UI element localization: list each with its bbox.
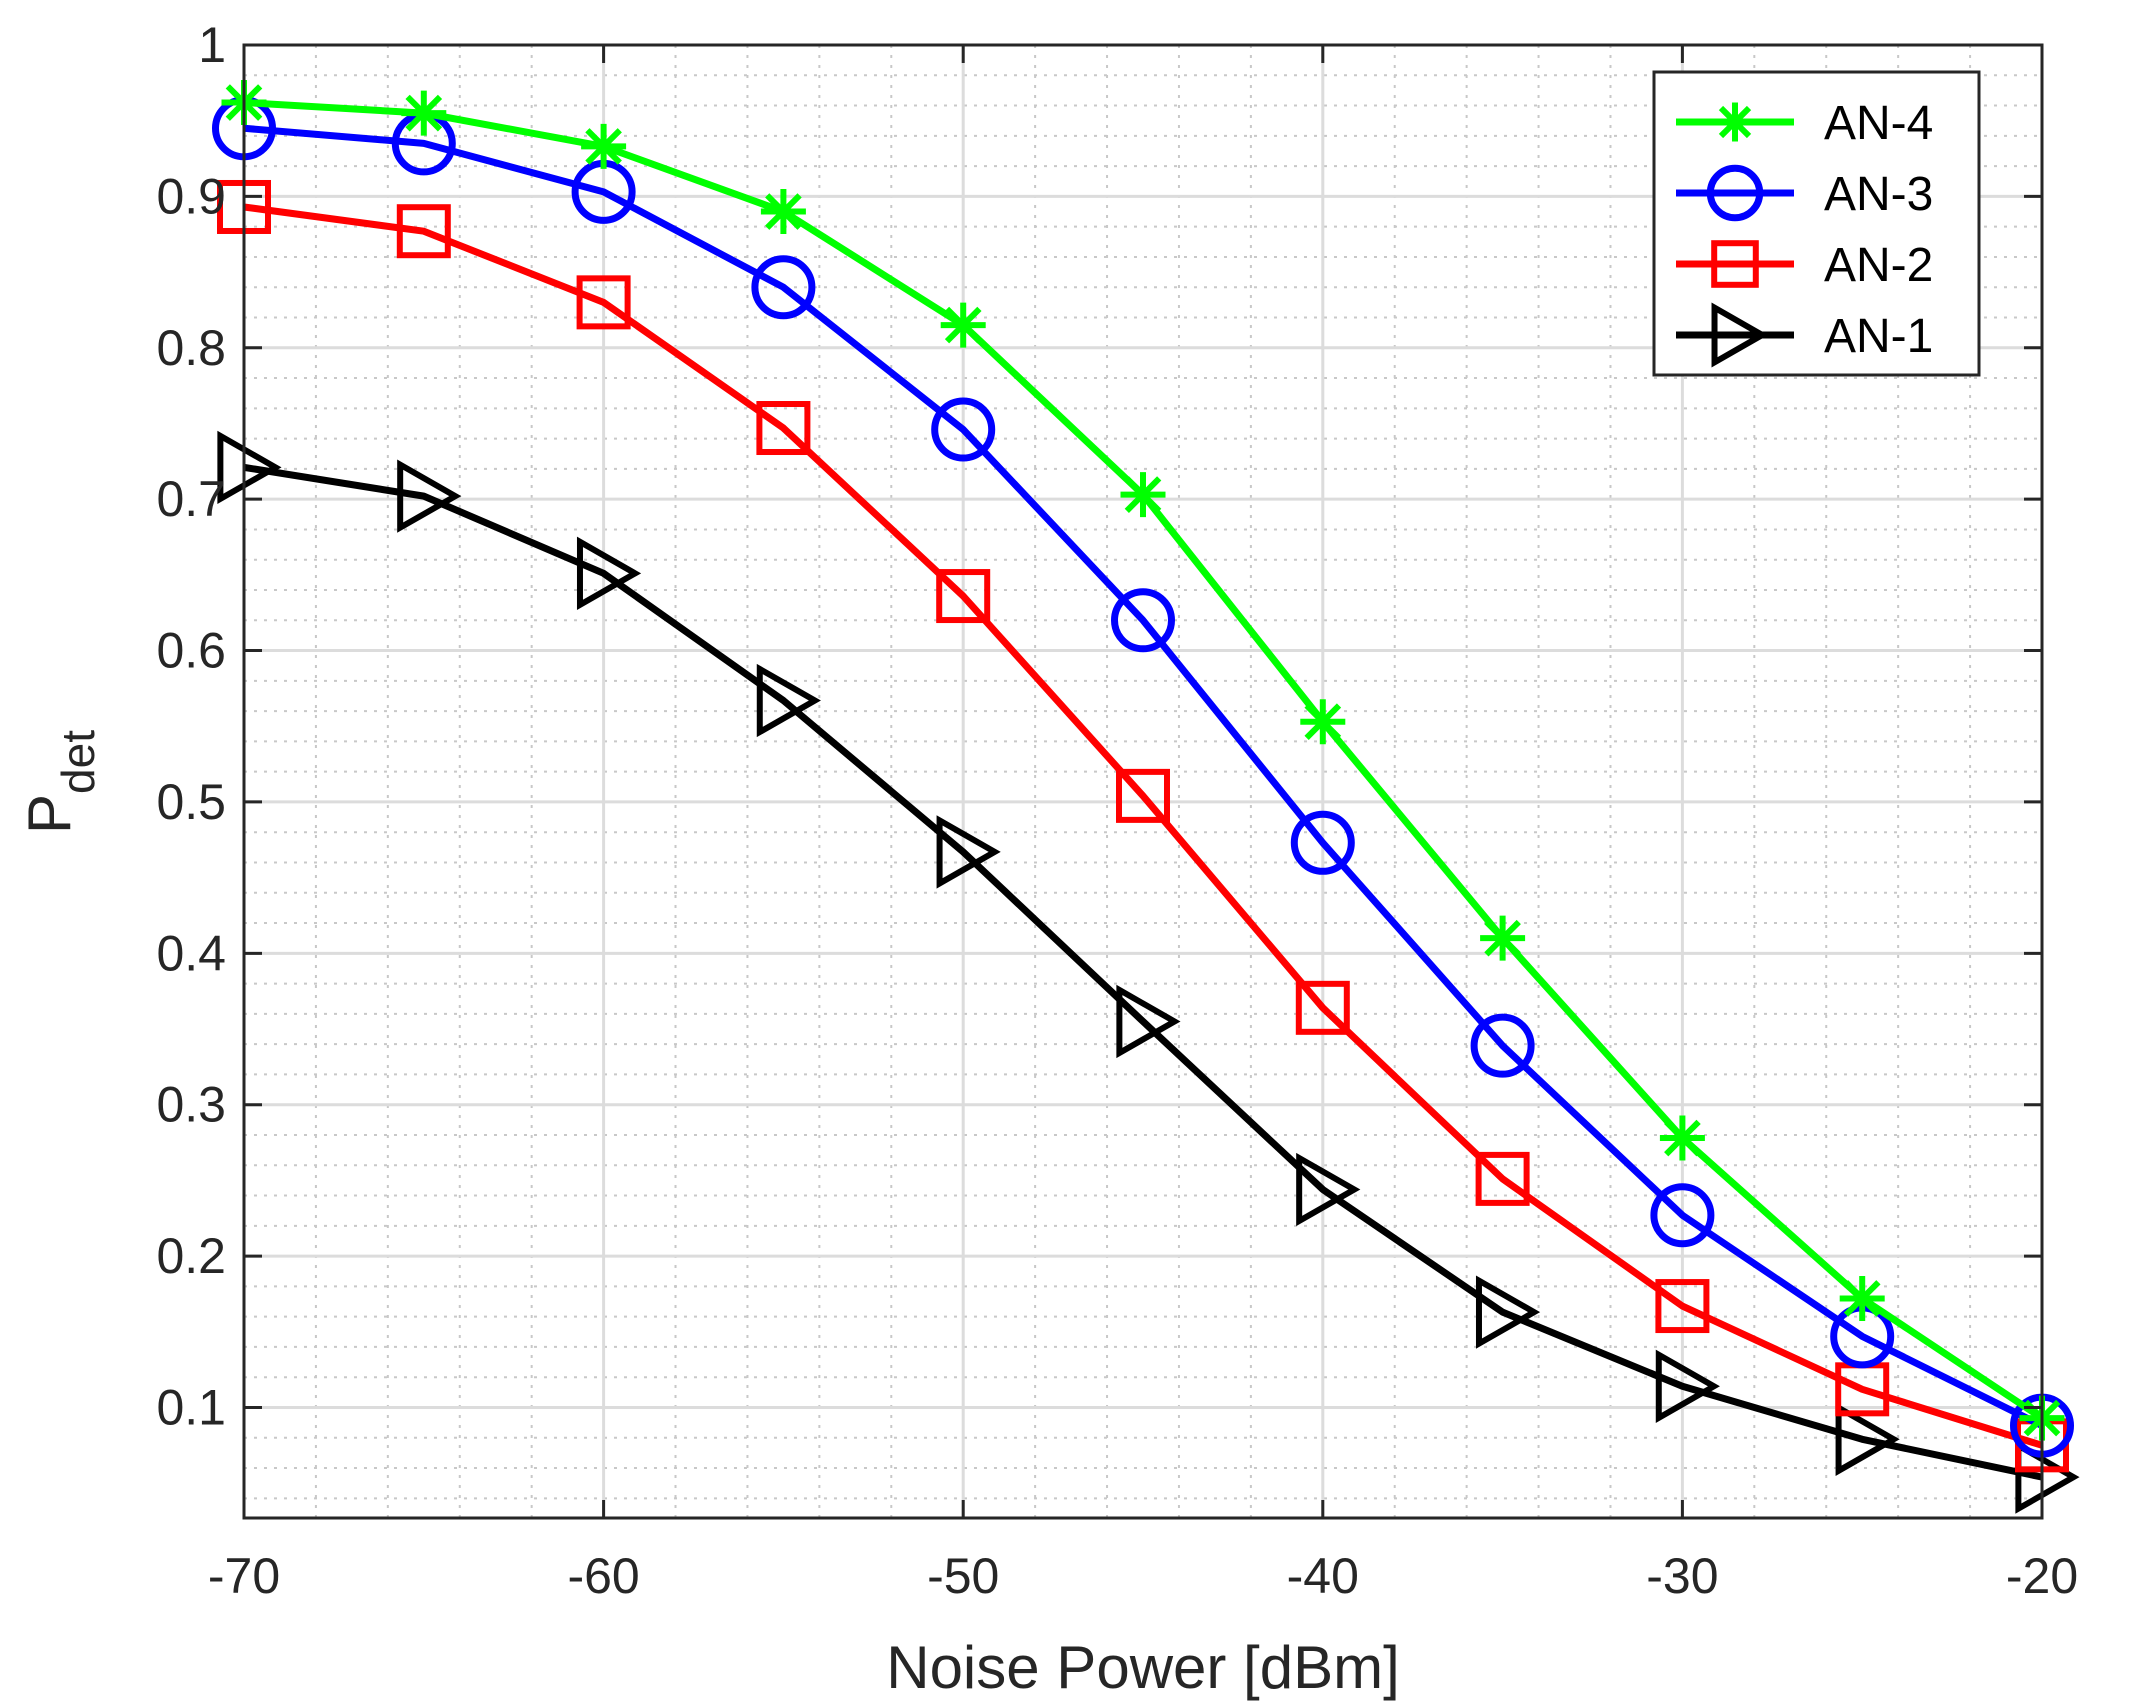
- data-point-circle: [1650, 1183, 1715, 1248]
- legend-label: AN-4: [1824, 97, 1933, 150]
- data-point-square: [1655, 1279, 1710, 1334]
- x-tick-label: -40: [1287, 1548, 1359, 1604]
- y-tick-label: 0.7: [156, 471, 226, 527]
- y-axis-title: Pdet: [16, 730, 104, 834]
- legend-label: AN-3: [1824, 168, 1933, 221]
- y-tick-label: 0.9: [156, 168, 226, 224]
- legend-item-an-4: AN-4: [1676, 97, 1933, 150]
- data-point-triangle: [1655, 1349, 1720, 1423]
- data-point-triangle: [936, 815, 1001, 889]
- data-point-square: [1711, 240, 1759, 288]
- legend-item-an-2: AN-2: [1676, 239, 1933, 292]
- tick-labels: -70 -60 -50 -40 -30 -20 0.1 0.2 0.3 0.4 0.5 0.6 0.7 0…: [156, 17, 2078, 1604]
- data-point-asterisk: [1120, 472, 1166, 518]
- data-point-triangle: [1711, 302, 1769, 368]
- svg-text:Pdet: Pdet: [16, 730, 104, 834]
- y-axis-title-main: P: [16, 794, 83, 834]
- legend-item-an-1: AN-1: [1676, 302, 1933, 368]
- data-point-circle: [1290, 810, 1355, 875]
- y-tick-label: 0.2: [156, 1228, 226, 1284]
- data-point-asterisk: [581, 123, 627, 169]
- data-point-triangle: [397, 459, 462, 533]
- data-point-circle: [751, 255, 816, 320]
- y-axis-title-sub: det: [52, 730, 104, 794]
- data-point-triangle: [2015, 1440, 2080, 1514]
- axes-box: [242, 43, 2044, 1520]
- data-point-triangle: [1296, 1152, 1361, 1227]
- x-axis-title: Noise Power [dBm]: [886, 1634, 1400, 1701]
- x-tick-label: -70: [208, 1548, 280, 1604]
- y-tick-label: 1: [198, 17, 226, 73]
- data-point-triangle: [1475, 1275, 1541, 1349]
- data-point-triangle: [756, 663, 821, 738]
- data-point-square: [936, 569, 991, 624]
- series-layer: [212, 80, 2080, 1514]
- y-tick-label: 0.3: [156, 1077, 226, 1133]
- x-tick-label: -60: [567, 1548, 639, 1604]
- data-point-square: [396, 204, 451, 259]
- y-tick-label: 0.1: [156, 1379, 226, 1435]
- data-point-asterisk: [1480, 915, 1526, 961]
- data-point-circle: [1470, 1013, 1535, 1078]
- data-point-circle: [1111, 588, 1175, 653]
- axes-layer: [242, 43, 2044, 1520]
- x-tick-label: -30: [1646, 1548, 1718, 1604]
- legend-item-an-3: AN-3: [1676, 164, 1933, 222]
- y-tick-label: 0.5: [156, 774, 226, 830]
- data-point-triangle: [1835, 1402, 1900, 1476]
- series-line: [243, 463, 2043, 1481]
- y-tick-label: 0.8: [156, 320, 226, 376]
- y-tick-label: 0.6: [156, 623, 226, 679]
- data-point-triangle: [576, 536, 642, 611]
- series-an-4: [221, 80, 2065, 1441]
- data-point-circle: [931, 397, 996, 462]
- data-point-square: [756, 401, 811, 456]
- data-point-triangle: [1116, 984, 1181, 1059]
- legend-label: AN-1: [1824, 310, 1933, 363]
- data-point-triangle: [217, 430, 282, 505]
- data-point-asterisk: [1839, 1275, 1885, 1321]
- series-line: [243, 203, 2044, 1449]
- data-point-asterisk: [940, 302, 986, 348]
- series-an-1: [217, 430, 2080, 1514]
- data-point-asterisk: [401, 90, 447, 136]
- data-point-square: [1295, 980, 1350, 1035]
- data-point-square: [1475, 1151, 1530, 1206]
- x-tick-label: -20: [2006, 1548, 2078, 1604]
- x-tick-label: -50: [927, 1548, 999, 1604]
- legend: AN-4 AN-3 AN-2 AN-1: [1652, 70, 1981, 377]
- series-line: [243, 124, 2044, 1429]
- data-point-asterisk: [760, 189, 806, 235]
- data-point-square: [1116, 768, 1170, 823]
- y-tick-label: 0.4: [156, 925, 226, 981]
- data-point-circle: [1706, 164, 1764, 222]
- data-point-square: [576, 275, 631, 330]
- data-point-asterisk: [1659, 1115, 1705, 1161]
- data-point-asterisk: [1715, 102, 1755, 142]
- legend-label: AN-2: [1824, 239, 1933, 292]
- data-point-asterisk: [1300, 699, 1346, 745]
